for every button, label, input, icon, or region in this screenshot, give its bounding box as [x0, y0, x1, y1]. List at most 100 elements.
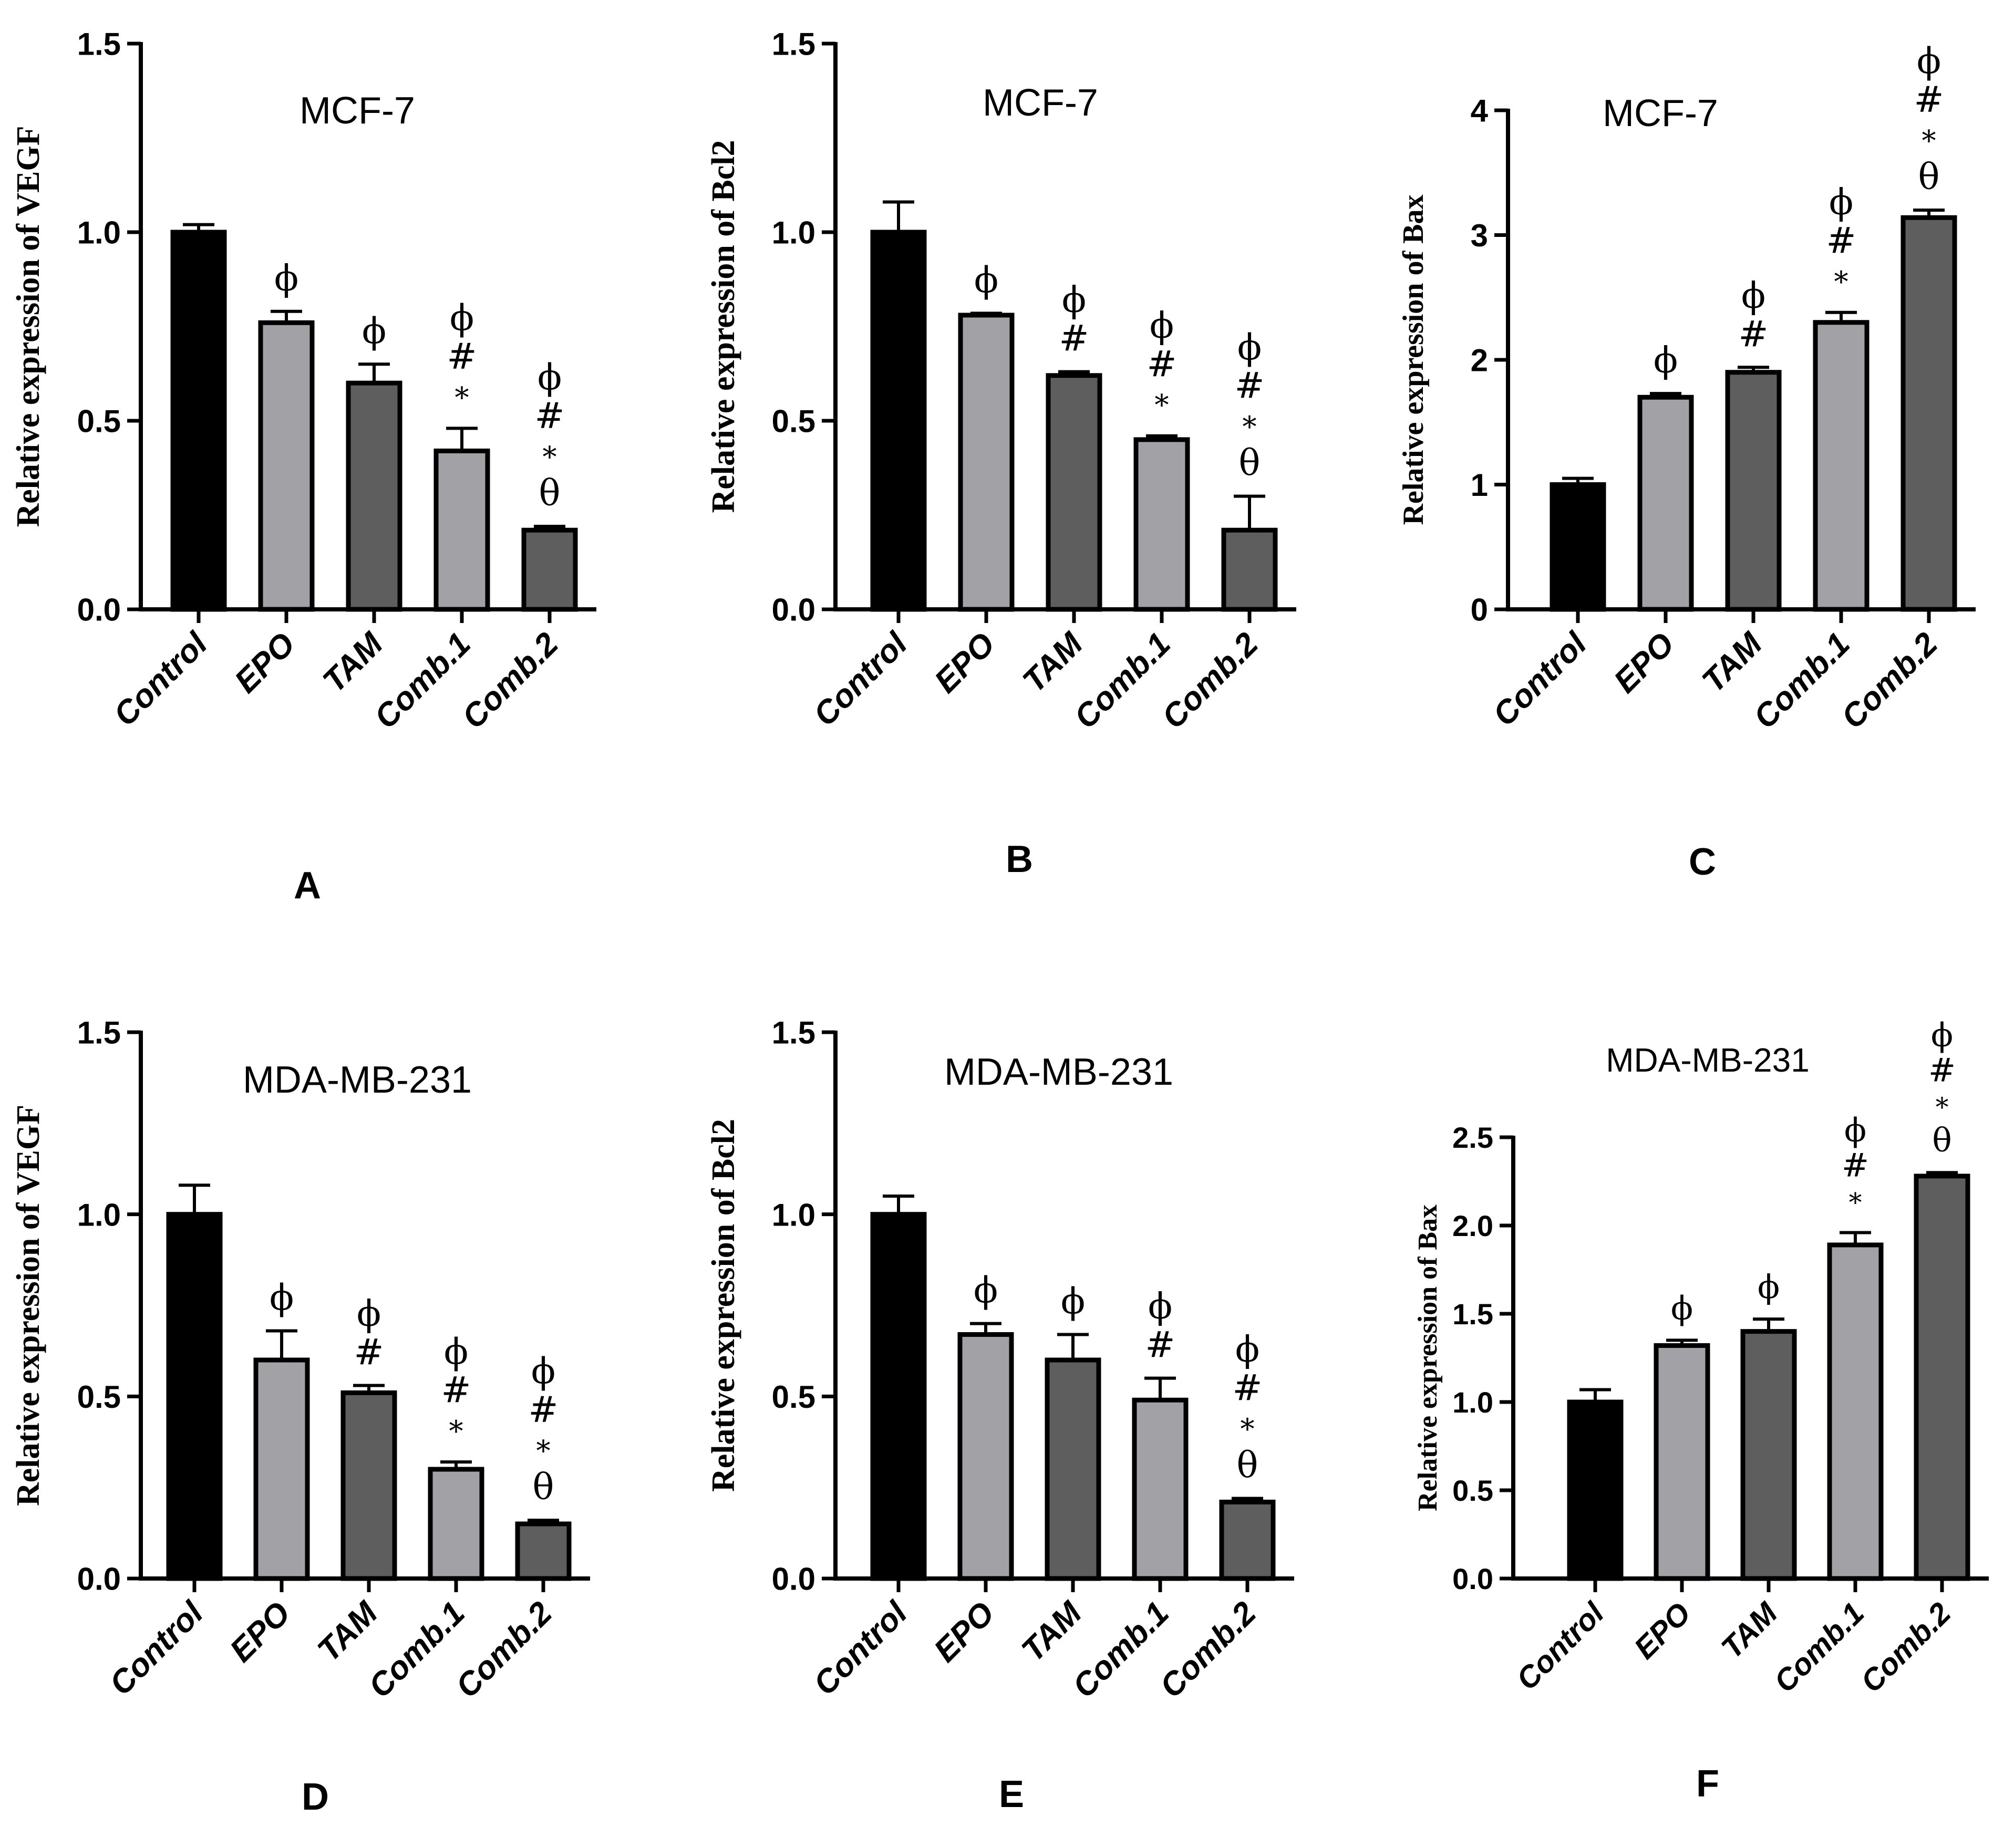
- significance-marker: *: [536, 1435, 550, 1468]
- y-tick-label: 1.0: [772, 1197, 815, 1232]
- significance-marker: #: [1826, 220, 1856, 262]
- significance-marker: #: [1739, 314, 1769, 355]
- significance-marker: #: [1147, 344, 1177, 385]
- bar-Comb.1: [1133, 437, 1190, 612]
- panel-letter: A: [294, 865, 321, 907]
- significance-marker: ϕ: [538, 357, 562, 399]
- y-tick-label: 1.0: [77, 215, 121, 251]
- bar-Comb.1: [428, 1467, 484, 1581]
- significance-marker: ϕ: [444, 1331, 468, 1373]
- significance-marker: #: [447, 336, 477, 378]
- chart-panel-B: 0.0 0.5 1.0 1.5 Relative expression of Bcl2 M…: [706, 27, 1296, 880]
- significance-marker: ϕ: [1829, 182, 1853, 223]
- significance-marker: #: [535, 396, 565, 437]
- x-tick-label-Control: Control: [102, 1594, 211, 1702]
- significance-marker: *: [1240, 1413, 1254, 1446]
- bar-Control: [1550, 482, 1606, 612]
- bar-Control: [170, 230, 227, 612]
- significance-marker: ϕ: [1148, 1286, 1172, 1327]
- bar-EPO: [1637, 394, 1694, 612]
- y-tick-label: 4: [1471, 94, 1489, 129]
- x-tick-label-Control: Control: [807, 625, 915, 733]
- x-tick-label-EPO: EPO: [928, 626, 1002, 700]
- bar-Comb.2: [521, 527, 578, 612]
- bar-TAM: [1045, 1357, 1101, 1581]
- x-tick-label-EPO: EPO: [1607, 626, 1681, 700]
- bar-EPO: [957, 1332, 1014, 1581]
- bar-TAM: [340, 1390, 397, 1581]
- bar-Comb.1: [1813, 320, 1870, 612]
- y-tick-label: 1.0: [1452, 1386, 1493, 1419]
- significance-marker: θ: [1918, 157, 1940, 198]
- significance-marker: ϕ: [450, 297, 474, 339]
- y-tick-label: 1.5: [772, 27, 815, 62]
- y-axis-label: Relative expression of Bcl2: [706, 140, 741, 513]
- bar-Comb.2: [1219, 1499, 1276, 1581]
- x-tick-label-EPO: EPO: [223, 1595, 297, 1669]
- y-tick-label: 1.5: [772, 1015, 815, 1051]
- significance-marker: ϕ: [1741, 275, 1765, 317]
- y-tick-label: 0.0: [77, 593, 121, 628]
- bar-Control: [870, 1212, 927, 1581]
- y-tick-label: 0.5: [77, 404, 121, 439]
- significance-marker: ϕ: [1654, 340, 1678, 381]
- bar-Control: [1567, 1399, 1624, 1581]
- chart-title: MCF-7: [299, 90, 415, 132]
- x-tick-label-Comb.1: Comb.1: [362, 1595, 472, 1705]
- chart-panel-A: 0.0 0.5 1.0 1.5 Relative expression of VEGF M…: [11, 27, 596, 907]
- significance-marker: ϕ: [1150, 305, 1174, 347]
- bar-Comb.1: [1827, 1242, 1884, 1581]
- x-tick-label-Comb.2: Comb.2: [455, 626, 565, 736]
- x-tick-label-Comb.1: Comb.1: [1067, 626, 1178, 736]
- chart-title: MDA-MB-231: [944, 1051, 1173, 1093]
- significance-marker: #: [529, 1389, 559, 1431]
- chart-title: MDA-MB-231: [243, 1059, 472, 1101]
- significance-marker: *: [1849, 1187, 1862, 1218]
- y-tick-label: 1.0: [772, 215, 815, 251]
- significance-marker: *: [455, 381, 469, 414]
- significance-marker: ϕ: [1931, 1015, 1953, 1054]
- x-tick-label-TAM: TAM: [316, 625, 390, 699]
- bar-Comb.2: [1901, 215, 1957, 612]
- significance-marker: #: [1059, 318, 1089, 360]
- significance-marker: #: [441, 1370, 471, 1411]
- significance-marker: ϕ: [974, 259, 998, 301]
- significance-marker: θ: [1237, 1445, 1258, 1486]
- y-axis-label: Relative expression of Bax: [1397, 195, 1430, 525]
- bar-Comb.2: [1914, 1174, 1970, 1581]
- bar-EPO: [1654, 1343, 1710, 1581]
- y-axis-label: Relative expression of VEGF: [11, 1105, 46, 1506]
- x-tick-label-Comb.1: Comb.1: [1066, 1595, 1176, 1705]
- significance-marker: ϕ: [1917, 41, 1941, 82]
- x-tick-label-EPO: EPO: [228, 626, 302, 700]
- significance-marker: ϕ: [531, 1351, 555, 1393]
- significance-marker: #: [1235, 366, 1265, 407]
- y-tick-label: 1.5: [77, 1015, 121, 1051]
- chart-panel-D: 0.0 0.5 1.0 1.5 Relative expression of VEGF M…: [11, 1015, 590, 1818]
- y-tick-label: 0.0: [1452, 1562, 1493, 1595]
- significance-marker: ϕ: [1235, 1329, 1259, 1371]
- y-tick-label: 0.0: [772, 593, 815, 628]
- significance-marker: ϕ: [1671, 1289, 1693, 1327]
- y-axis-label: Relative expression of Bax: [1413, 1205, 1443, 1511]
- x-tick-label-Comb.1: Comb.1: [367, 626, 478, 736]
- significance-marker: ϕ: [1062, 279, 1086, 321]
- significance-marker: θ: [539, 473, 561, 514]
- bar-TAM: [346, 380, 402, 612]
- bar-TAM: [1740, 1329, 1797, 1581]
- significance-marker: *: [1936, 1092, 1949, 1123]
- x-tick-label-EPO: EPO: [1628, 1596, 1698, 1666]
- significance-marker: #: [354, 1332, 384, 1374]
- panel-letter: E: [999, 1773, 1024, 1815]
- chart-title: MDA-MB-231: [1606, 1041, 1810, 1079]
- x-tick-label-Comb.2: Comb.2: [1153, 1595, 1263, 1705]
- x-tick-label-TAM: TAM: [1695, 625, 1769, 699]
- significance-marker: θ: [533, 1467, 554, 1508]
- bar-Comb.2: [1221, 527, 1278, 612]
- x-tick-label-Comb.2: Comb.2: [449, 1595, 559, 1705]
- chart-title: MCF-7: [983, 82, 1098, 124]
- x-tick-label-Comb.2: Comb.2: [1155, 626, 1265, 736]
- y-tick-label: 0.0: [772, 1562, 815, 1597]
- x-tick-label-Control: Control: [107, 625, 215, 733]
